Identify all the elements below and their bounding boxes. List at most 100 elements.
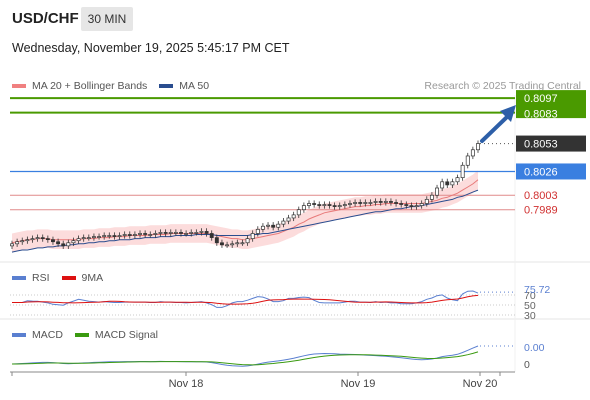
legend-ma50: MA 50	[159, 80, 209, 92]
candle-body	[296, 209, 301, 216]
candle-body	[138, 233, 142, 235]
macd-legend: MACD MACD Signal	[12, 329, 170, 341]
candle-body	[71, 240, 76, 244]
candle-body	[301, 205, 306, 211]
rsi-legend: RSI 9MA	[12, 272, 115, 284]
candle-body	[383, 201, 388, 203]
candle-body	[20, 240, 25, 243]
candle-body	[153, 233, 158, 235]
candle-body	[240, 242, 245, 245]
forecast-arrow-head	[500, 105, 516, 122]
support-1-label: 0.8003	[524, 190, 558, 202]
candle-body	[66, 242, 71, 247]
main-legend: MA 20 + Bollinger Bands MA 50	[12, 80, 221, 92]
candle-body	[148, 234, 153, 236]
candle-body	[445, 181, 450, 186]
macd-signal-line	[12, 351, 479, 366]
candle-body	[317, 204, 322, 206]
candle-body	[271, 224, 276, 228]
candle-body	[388, 201, 393, 203]
candle-body	[220, 242, 224, 246]
candle-body	[307, 203, 311, 206]
candle-body	[358, 202, 363, 204]
rsi-level-label-30: 30	[524, 310, 536, 322]
interval-button[interactable]: 30 MIN	[81, 7, 133, 31]
candle-body	[245, 238, 250, 244]
candle-body	[30, 238, 35, 241]
candle-body	[424, 199, 429, 204]
legend-label-ma20: MA 20 + Bollinger Bands	[32, 80, 148, 92]
candle-body	[348, 203, 352, 205]
candle-body	[189, 232, 194, 234]
candle-body	[179, 232, 183, 234]
candle-body	[255, 228, 260, 234]
candle-body	[122, 234, 127, 236]
legend-rsi: RSI	[12, 272, 50, 284]
candle-body	[291, 214, 296, 219]
candle-body	[465, 155, 470, 166]
candle-body	[450, 181, 455, 186]
legend-label-macd: MACD	[32, 329, 63, 341]
target-tag-group: 0.8097 0.8083	[516, 90, 586, 121]
candle-body	[194, 232, 199, 234]
legend-macd-signal: MACD Signal	[74, 329, 158, 341]
target-1-label: 0.8083	[524, 109, 558, 121]
candle-body	[394, 202, 399, 204]
macd-zero-label: 0	[524, 359, 530, 371]
legend-label-9ma: 9MA	[81, 272, 104, 284]
candle-body	[40, 237, 45, 239]
x-tick-label: Nov 20	[463, 378, 498, 390]
candle-body	[107, 235, 112, 237]
candle-body	[266, 224, 270, 227]
pivot-tag: 0.8026	[516, 163, 586, 180]
candle-body	[286, 217, 291, 222]
candle-body	[225, 244, 230, 247]
candle-body	[276, 223, 281, 228]
candle-body	[86, 237, 91, 239]
candle-body	[117, 235, 122, 237]
pivot-tag-bg	[516, 163, 586, 180]
rsi-level-label-50: 50	[524, 300, 536, 312]
target-tag-bg	[516, 90, 586, 119]
last-price-tag-text: 0.8053	[524, 139, 558, 151]
candle-body	[476, 143, 480, 151]
pivot-tag-text: 0.8026	[524, 166, 558, 178]
candle-body	[173, 232, 178, 234]
candle-body	[470, 149, 475, 157]
candle-body	[250, 233, 255, 239]
candle-body	[132, 234, 137, 236]
candle-body	[409, 205, 414, 207]
rsi-value-label: 75.72	[524, 284, 550, 296]
candle-body	[76, 238, 81, 242]
candle-body	[230, 243, 235, 246]
candle-body	[45, 238, 50, 241]
legend-macd: MACD	[12, 329, 63, 341]
candle-body	[25, 239, 30, 242]
candle-body	[199, 231, 204, 233]
legend-label-rsi: RSI	[32, 272, 50, 284]
candle-body	[414, 205, 419, 207]
candle-body	[260, 225, 265, 230]
support-2-label: 0.7989	[524, 205, 558, 217]
candle-body	[429, 194, 434, 200]
candle-body	[158, 232, 163, 234]
candle-body	[61, 243, 66, 247]
candle-body	[368, 202, 373, 204]
legend-9ma: 9MA	[61, 272, 104, 284]
candle-body	[163, 232, 168, 234]
candle-body	[312, 203, 317, 205]
candle-body	[404, 204, 409, 206]
candle-body	[15, 241, 20, 245]
last-price-tag-bg	[516, 135, 586, 152]
candle-body	[332, 205, 337, 207]
legend-ma20: MA 20 + Bollinger Bands	[12, 80, 147, 92]
candle-body	[353, 202, 358, 204]
research-credit: Research © 2025 Trading Central	[424, 80, 581, 92]
legend-swatch-macd	[12, 333, 26, 337]
candle-body	[127, 234, 132, 236]
candle-body	[337, 205, 342, 207]
datetime-label: Wednesday, November 19, 2025 5:45:17 PM …	[12, 41, 290, 55]
legend-swatch-ma20	[12, 84, 26, 88]
last-price-tag: 0.8053	[516, 135, 586, 152]
